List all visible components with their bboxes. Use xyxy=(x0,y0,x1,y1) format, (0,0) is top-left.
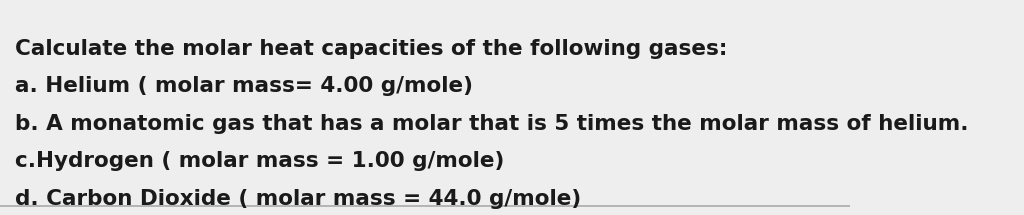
Text: b. A monatomic gas that has a molar that is 5 times the molar mass of helium.: b. A monatomic gas that has a molar that… xyxy=(15,114,969,134)
Text: d. Carbon Dioxide ( molar mass = 44.0 g/mole): d. Carbon Dioxide ( molar mass = 44.0 g/… xyxy=(15,189,582,209)
Text: Calculate the molar heat capacities of the following gases:: Calculate the molar heat capacities of t… xyxy=(15,39,728,59)
Text: a. Helium ( molar mass= 4.00 g/mole): a. Helium ( molar mass= 4.00 g/mole) xyxy=(15,76,473,96)
Text: c.Hydrogen ( molar mass = 1.00 g/mole): c.Hydrogen ( molar mass = 1.00 g/mole) xyxy=(15,152,505,172)
